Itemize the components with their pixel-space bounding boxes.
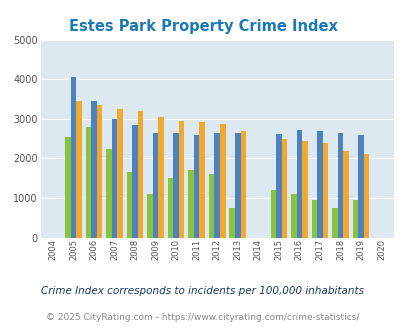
Bar xyxy=(234,133,240,238)
Bar xyxy=(76,101,81,238)
Bar xyxy=(281,139,286,238)
Bar xyxy=(173,133,179,238)
Bar xyxy=(111,119,117,238)
Bar xyxy=(301,141,307,238)
Bar xyxy=(290,194,296,238)
Bar xyxy=(106,148,111,238)
Bar xyxy=(138,111,143,238)
Bar xyxy=(132,125,138,238)
Bar xyxy=(209,174,214,238)
Bar xyxy=(65,137,70,238)
Bar xyxy=(220,124,225,238)
Bar xyxy=(270,190,275,238)
Bar xyxy=(158,117,164,238)
Bar xyxy=(240,131,245,238)
Bar xyxy=(167,178,173,238)
Bar xyxy=(331,208,337,238)
Bar xyxy=(311,200,316,238)
Bar xyxy=(126,172,132,238)
Bar xyxy=(117,109,123,238)
Bar xyxy=(229,208,234,238)
Bar xyxy=(194,135,199,238)
Bar xyxy=(179,121,184,238)
Bar xyxy=(322,143,327,238)
Bar xyxy=(363,154,369,238)
Bar xyxy=(342,151,348,238)
Text: Crime Index corresponds to incidents per 100,000 inhabitants: Crime Index corresponds to incidents per… xyxy=(41,286,364,296)
Bar xyxy=(188,170,194,238)
Bar xyxy=(147,194,152,238)
Bar xyxy=(214,133,220,238)
Bar xyxy=(296,130,301,238)
Bar xyxy=(316,131,322,238)
Text: Estes Park Property Crime Index: Estes Park Property Crime Index xyxy=(68,19,337,34)
Bar xyxy=(85,127,91,238)
Bar xyxy=(352,200,357,238)
Bar xyxy=(337,133,342,238)
Bar xyxy=(96,105,102,238)
Bar xyxy=(357,135,363,238)
Bar xyxy=(199,122,205,238)
Bar xyxy=(152,133,158,238)
Text: © 2025 CityRating.com - https://www.cityrating.com/crime-statistics/: © 2025 CityRating.com - https://www.city… xyxy=(46,313,359,322)
Legend: Estes Park, Colorado, National: Estes Park, Colorado, National xyxy=(76,327,358,330)
Bar xyxy=(275,134,281,238)
Bar xyxy=(70,77,76,238)
Bar xyxy=(91,101,96,238)
